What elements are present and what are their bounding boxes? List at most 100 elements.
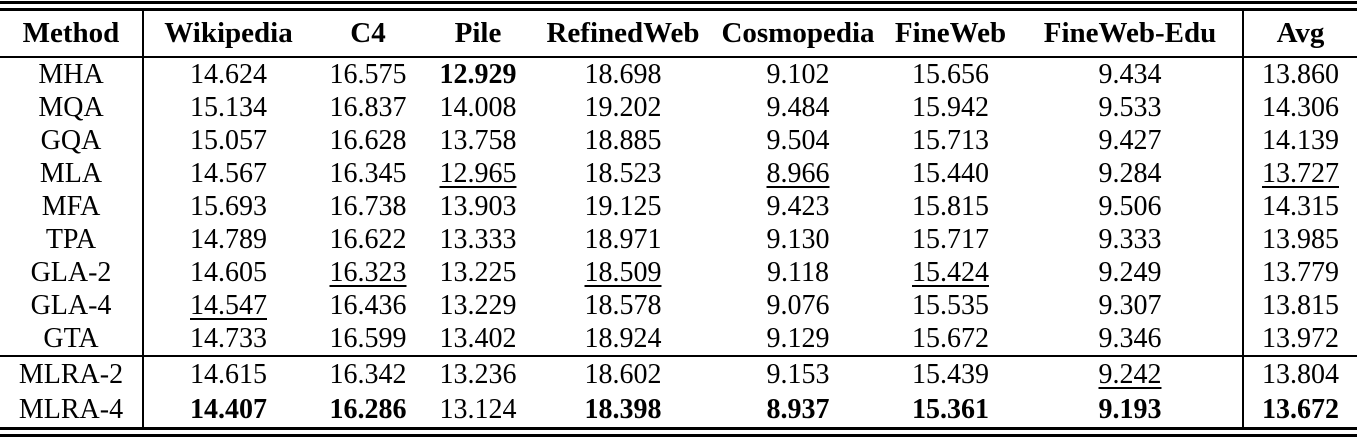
value-cell: 9.423 [713,190,883,223]
value-cell: 16.286 [313,392,423,429]
value-text: 18.523 [584,158,662,189]
method-cell: MLRA-4 [0,392,144,429]
value-cell: 9.427 [1018,124,1243,157]
value-cell: 15.535 [883,289,1018,322]
value-text: 18.509 [584,257,662,288]
value-cell: 13.236 [423,355,533,392]
col-header-pile: Pile [423,9,533,58]
table-row: MHA 14.624 16.575 12.929 18.698 9.102 15.656 9.… [0,57,1357,91]
value-text: 9.129 [766,323,830,354]
value-cell: 14.407 [143,392,313,429]
value-text: 9.434 [1098,59,1162,90]
value-text: 13.779 [1262,257,1339,288]
table-body-baselines: MHA 14.624 16.575 12.929 18.698 9.102 15.656 9.… [0,57,1357,356]
value-text: 14.567 [190,158,267,189]
value-text: 15.057 [190,125,267,156]
value-text: 13.229 [439,290,517,321]
value-cell: 15.672 [883,322,1018,356]
value-text: 18.398 [584,394,662,425]
value-cell: 16.628 [313,124,423,157]
value-text: 9.153 [766,359,830,390]
value-text: 15.713 [912,125,989,156]
value-text: 14.624 [190,59,267,90]
method-cell: MHA [0,57,144,91]
value-text: 9.346 [1098,323,1162,354]
value-text: 18.924 [584,323,662,354]
value-text: 16.628 [329,125,407,156]
value-cell: 9.533 [1018,91,1243,124]
value-text: 9.130 [766,224,830,255]
value-text: 15.717 [912,224,989,255]
method-cell: GTA [0,322,144,356]
value-text: 14.315 [1262,191,1339,222]
table-header: Method Wikipedia C4 Pile RefinedWeb Cosm… [0,9,1357,58]
value-text: 16.286 [329,394,407,425]
value-cell: 9.434 [1018,57,1243,91]
table-body-mlra: MLRA-2 14.615 16.342 13.236 18.602 9.153 15.43… [0,355,1357,429]
value-cell: 15.134 [143,91,313,124]
value-cell: 8.937 [713,392,883,429]
value-text: 13.985 [1262,224,1339,255]
value-text: 9.533 [1098,92,1162,123]
table-row: TPA 14.789 16.622 13.333 18.971 9.130 15.717 9.… [0,223,1357,256]
value-text: 9.506 [1098,191,1162,222]
value-cell: 9.504 [713,124,883,157]
table-row: GLA-4 14.547 16.436 13.229 18.578 9.076 15.535… [0,289,1357,322]
value-cell: 15.713 [883,124,1018,157]
value-text: 9.242 [1098,359,1162,390]
value-cell: 9.193 [1018,392,1243,429]
col-header-cosmopedia: Cosmopedia [713,9,883,58]
value-text: 9.423 [766,191,830,222]
value-cell: 16.599 [313,322,423,356]
value-cell: 9.249 [1018,256,1243,289]
value-cell: 14.605 [143,256,313,289]
value-cell: 19.125 [533,190,713,223]
value-text: 9.102 [766,59,830,90]
value-cell: 16.342 [313,355,423,392]
value-text: 9.307 [1098,290,1162,321]
value-text: 15.439 [912,359,989,390]
value-cell: 13.860 [1242,57,1357,91]
header-row: Method Wikipedia C4 Pile RefinedWeb Cosm… [0,9,1357,58]
table-row: GQA 15.057 16.628 13.758 18.885 9.504 15.713 9.… [0,124,1357,157]
value-text: 15.134 [190,92,267,123]
value-text: 13.124 [439,394,517,425]
value-cell: 12.965 [423,157,533,190]
method-cell: MQA [0,91,144,124]
value-text: 14.008 [439,92,517,123]
value-cell: 9.076 [713,289,883,322]
value-cell: 14.615 [143,355,313,392]
table-row: GTA 14.733 16.599 13.402 18.924 9.129 15.672 9.… [0,322,1357,356]
table-row: MLRA-2 14.615 16.342 13.236 18.602 9.153 15.43… [0,355,1357,392]
value-cell: 15.942 [883,91,1018,124]
value-text: 14.306 [1262,92,1339,123]
value-text: 14.733 [190,323,267,354]
col-header-avg: Avg [1242,9,1357,58]
value-text: 13.225 [439,257,517,288]
value-cell: 16.436 [313,289,423,322]
value-text: 13.972 [1262,323,1339,354]
value-text: 15.424 [912,257,989,288]
value-text: 13.402 [439,323,517,354]
value-cell: 9.484 [713,91,883,124]
value-cell: 13.225 [423,256,533,289]
value-cell: 13.804 [1242,355,1357,392]
value-text: 14.547 [190,290,267,321]
value-text: 14.407 [190,394,267,425]
value-text: 15.693 [190,191,267,222]
value-cell: 18.885 [533,124,713,157]
value-text: 16.575 [329,59,407,90]
value-text: 18.578 [584,290,662,321]
value-cell: 14.008 [423,91,533,124]
value-cell: 9.346 [1018,322,1243,356]
value-text: 13.815 [1262,290,1339,321]
col-header-c4: C4 [313,9,423,58]
method-cell: GQA [0,124,144,157]
value-text: 9.249 [1098,257,1162,288]
value-text: 13.758 [439,125,517,156]
method-cell: TPA [0,223,144,256]
value-cell: 9.307 [1018,289,1243,322]
value-text: 19.125 [584,191,662,222]
value-text: 15.656 [912,59,989,90]
